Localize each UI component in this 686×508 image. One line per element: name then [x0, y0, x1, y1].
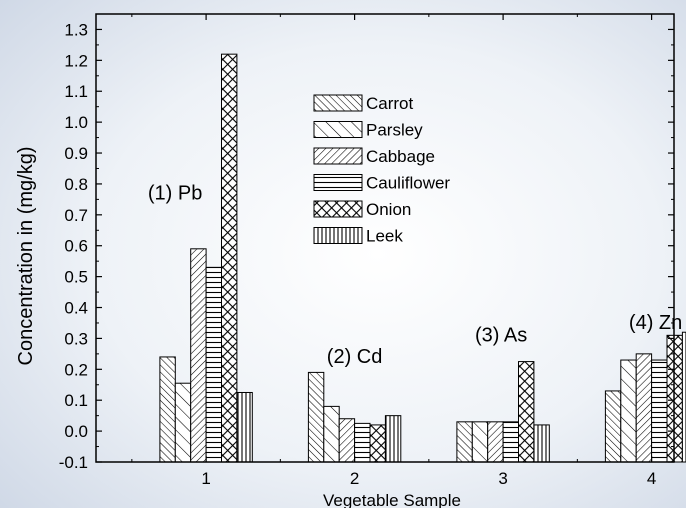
bar-cauliflower-3: [502, 421, 520, 463]
legend-swatch: [313, 121, 363, 138]
x-tick-label: 1: [201, 469, 210, 488]
bar-carrot-1: [159, 356, 176, 463]
y-tick-label: 0.2: [64, 360, 88, 379]
bar-parsley-4: [620, 359, 637, 463]
legend-swatch: [313, 200, 363, 218]
y-tick-label: 1.1: [64, 82, 88, 101]
y-tick-label: 0.8: [64, 175, 88, 194]
x-tick-label: 4: [647, 469, 656, 488]
x-axis-title: Vegetable Sample: [323, 491, 461, 508]
legend-label: Parsley: [366, 121, 423, 140]
bar-carrot-3: [456, 421, 473, 463]
bar-leek-4: [681, 331, 686, 463]
annotation-label: (4) Zn: [629, 312, 682, 334]
bar-leek-3: [533, 424, 550, 463]
x-tick-label: 3: [498, 469, 507, 488]
bars-group: [159, 53, 686, 463]
bar-carrot-4: [604, 390, 622, 463]
legend-label: Leek: [366, 227, 403, 246]
y-tick-label: 0.5: [64, 268, 88, 287]
legend-swatch: [313, 174, 363, 191]
bar-cauliflower-2: [354, 422, 371, 463]
bar-cabbage-3: [487, 421, 504, 463]
annotation-label: (2) Cd: [327, 346, 383, 368]
y-tick-label: -0.1: [59, 453, 88, 472]
bar-cauliflower-4: [651, 359, 668, 463]
bar-onion-1: [221, 53, 238, 463]
bar-parsley-3: [471, 421, 489, 463]
legend: Carrot Parsley Cabbage Cauliflower Onion Leek: [313, 94, 450, 246]
plot-frame: [95, 13, 675, 463]
y-tick-label: 0.9: [64, 144, 88, 163]
annotation-label: (3) As: [475, 325, 527, 347]
bar-cabbage-2: [338, 418, 356, 463]
y-axis-title: Concentration in (mg/kg): [15, 147, 37, 366]
bar-cabbage-1: [190, 248, 207, 463]
bar-parsley-1: [174, 382, 192, 463]
bar-carrot-2: [307, 371, 325, 463]
bar-cauliflower-1: [205, 266, 223, 463]
x-tick-label: 2: [350, 469, 359, 488]
bar-leek-2: [384, 415, 402, 463]
y-tick-label: 1.2: [64, 51, 88, 70]
bar-onion-3: [518, 361, 535, 463]
y-tick-label: 0.7: [64, 206, 88, 225]
annotation-label: (1) Pb: [148, 182, 202, 204]
annotations-group: (1) Pb (2) Cd (3) As (4) Zn: [148, 182, 682, 368]
bar-cabbage-4: [635, 353, 653, 463]
legend-swatch: [313, 227, 363, 244]
y-tick-label: 0.1: [64, 391, 88, 410]
y-tick-label: 0.0: [64, 422, 88, 441]
bar-leek-1: [236, 391, 253, 463]
legend-label: Carrot: [366, 94, 414, 113]
bar-parsley-2: [323, 405, 340, 463]
legend-swatch: [313, 94, 363, 112]
y-tick-label: 0.6: [64, 237, 88, 256]
axes-group: -0.1 0.0 0.1 0.2 0.3 0.4 0.5 0.6 0.7 0.8 0.9 1.0 1.1…: [59, 13, 675, 488]
y-tick-label: 0.4: [64, 299, 88, 318]
y-tick-label: 1.0: [64, 113, 88, 132]
legend-label: Cabbage: [366, 147, 435, 166]
y-tick-label: 1.3: [64, 20, 88, 39]
legend-swatch: [313, 147, 363, 165]
legend-label: Onion: [366, 200, 411, 219]
y-tick-label: 0.3: [64, 329, 88, 348]
legend-label: Cauliflower: [366, 174, 450, 193]
bar-onion-2: [369, 424, 386, 463]
